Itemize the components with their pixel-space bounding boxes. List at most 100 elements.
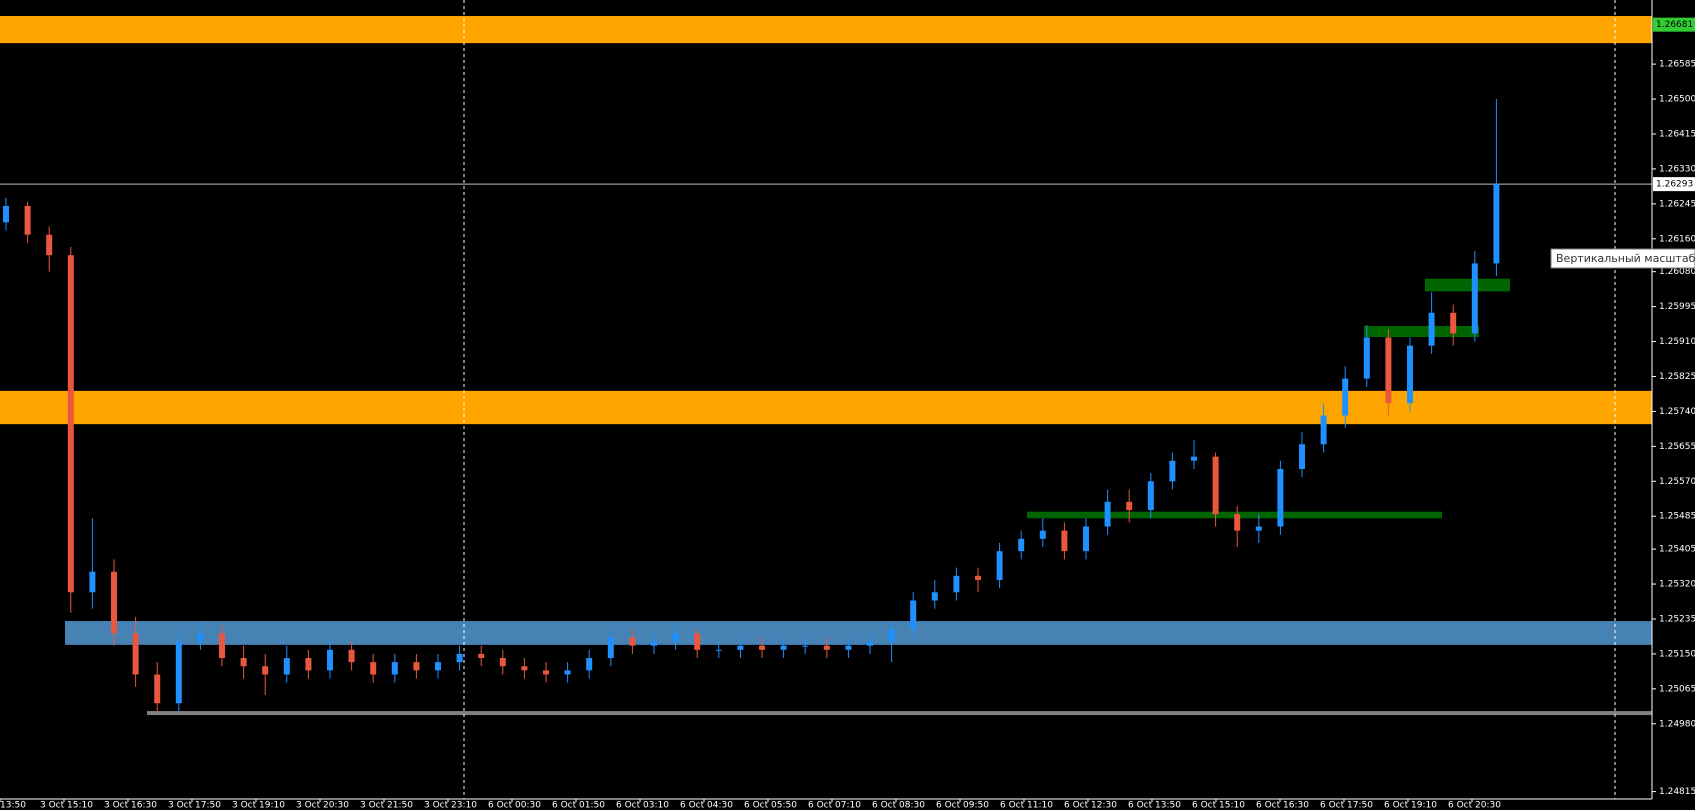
candle-body (672, 633, 679, 642)
x-tick-label: 6 Oct 09:50 (936, 801, 989, 810)
candle-body (1234, 514, 1241, 531)
candle-body (67, 255, 74, 593)
y-tick-label: 1.26415 (1659, 129, 1695, 139)
candle-body (240, 658, 247, 667)
zone (1425, 278, 1510, 292)
candle-body (694, 633, 701, 650)
candle-body (802, 645, 809, 647)
x-tick-label: 6 Oct 05:50 (744, 801, 797, 810)
candle-body (1342, 378, 1349, 416)
candle-body (262, 666, 269, 675)
y-tick-label: 1.25485 (1659, 512, 1695, 522)
candle-body (910, 600, 917, 630)
x-tick-label: 6 Oct 03:10 (616, 801, 669, 810)
candle-body (24, 205, 31, 235)
candle-body (219, 633, 225, 659)
candle-body (888, 629, 895, 642)
candle-body (283, 658, 290, 675)
y-tick-label: 1.25235 (1659, 614, 1695, 624)
candle-body (607, 637, 614, 659)
candle-body (1255, 526, 1262, 531)
candle-body (651, 641, 657, 646)
candle-body (132, 633, 139, 675)
y-tick-label: 1.24980 (1659, 719, 1695, 729)
zone (65, 621, 1652, 645)
y-tick-label: 1.26585 (1659, 60, 1695, 70)
candle-body (327, 649, 333, 671)
x-tick-label: 6 Oct 08:30 (872, 801, 925, 810)
candle-body (867, 641, 873, 646)
x-tick-label: 6 Oct 12:30 (1064, 801, 1117, 810)
candle-body (1212, 456, 1219, 515)
x-tick-label: 6 Oct 04:30 (680, 801, 733, 810)
candle-body (1407, 345, 1413, 404)
candle-body (1104, 501, 1111, 527)
x-tick-label: 13:50 (0, 801, 26, 810)
x-tick-label: 6 Oct 20:30 (1448, 801, 1501, 810)
candle-body (1471, 263, 1478, 334)
candle-body (1169, 460, 1176, 482)
x-tick-label: 6 Oct 13:50 (1128, 801, 1181, 810)
x-tick-label: 6 Oct 16:30 (1256, 801, 1309, 810)
candle-body (1428, 312, 1435, 346)
candle-body (845, 645, 852, 650)
candle-body (89, 571, 96, 593)
candle-body (1363, 337, 1370, 379)
candle-body (953, 575, 960, 593)
candle-body (1039, 530, 1046, 539)
candle-body (154, 674, 161, 704)
candle-body (46, 234, 53, 256)
y-tick-label: 1.24815 (1659, 787, 1695, 797)
candle-body (1147, 481, 1154, 511)
candle-body (413, 662, 420, 671)
candle-body (1299, 444, 1305, 469)
current-price-box (1653, 177, 1695, 192)
candle-body (370, 662, 377, 675)
candle-body (1277, 468, 1284, 527)
y-tick-label: 1.25995 (1659, 302, 1695, 312)
y-tick-label: 1.25405 (1659, 545, 1695, 555)
candle-body (996, 551, 1003, 580)
y-tick-label: 1.25740 (1659, 407, 1695, 417)
x-tick-label: 3 Oct 16:30 (104, 801, 157, 810)
y-tick-label: 1.25150 (1659, 649, 1695, 659)
y-tick-label: 1.25065 (1659, 684, 1695, 694)
y-tick-label: 1.25320 (1659, 580, 1695, 590)
candle-body (391, 662, 398, 675)
y-tick-label: 1.26500 (1659, 95, 1695, 105)
zone (1364, 325, 1479, 338)
candle-body (931, 592, 938, 601)
x-tick-label: 6 Oct 00:30 (488, 801, 541, 810)
candle-body (348, 649, 355, 663)
tooltip-box (1550, 248, 1695, 269)
level-price-label: 1.26681 (1656, 20, 1693, 30)
price-axis (1652, 0, 1695, 810)
candle-body (1191, 456, 1197, 461)
candle-body (564, 670, 571, 675)
candle-body (780, 645, 787, 650)
x-tick-label: 3 Oct 15:10 (40, 801, 93, 810)
x-tick-label: 3 Oct 19:10 (232, 801, 285, 810)
candle-body (435, 662, 441, 671)
x-tick-label: 3 Oct 21:50 (360, 801, 413, 810)
x-tick-label: 3 Oct 17:50 (168, 801, 221, 810)
candle-body (823, 645, 830, 650)
candle-body (629, 637, 636, 646)
x-tick-label: 3 Oct 23:10 (424, 801, 477, 810)
candle-body (478, 653, 485, 659)
candle-body (1126, 501, 1133, 511)
y-tick-label: 1.25910 (1659, 337, 1695, 347)
candle-body (543, 670, 549, 675)
candle-body (1450, 312, 1457, 334)
candle-body (456, 653, 463, 663)
candle-body (1385, 337, 1392, 404)
tooltip-text: Вертикальный масштаб (1556, 252, 1695, 265)
candle-body (305, 658, 312, 671)
y-tick-label: 1.25825 (1659, 372, 1695, 382)
zone (0, 16, 1652, 44)
current-price-label: 1.26293 (1656, 180, 1693, 190)
candle-body (1061, 530, 1068, 552)
x-tick-label: 6 Oct 15:10 (1192, 801, 1245, 810)
